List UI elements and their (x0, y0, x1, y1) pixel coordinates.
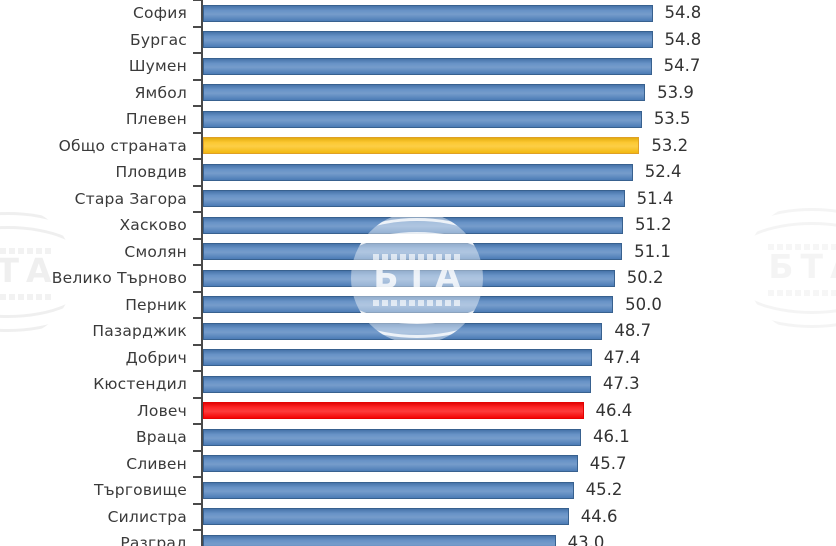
axis-tick (193, 264, 202, 266)
bar (202, 110, 642, 128)
category-label: Хасково (119, 216, 187, 234)
category-label: Шумен (128, 57, 187, 75)
bta-watermark-text: БТА (768, 246, 836, 286)
category-label: Перник (125, 295, 187, 314)
category-label: Ямбол (134, 83, 187, 102)
value-label: 44.6 (580, 506, 618, 526)
category-axis-line (200, 0, 203, 546)
bar (202, 455, 578, 472)
value-label: 45.2 (585, 480, 623, 499)
bar (202, 508, 569, 525)
category-label: Велико Търново (51, 269, 187, 287)
bar (202, 163, 633, 181)
bar (202, 4, 653, 22)
bar (202, 428, 582, 446)
category-label: Добрич (125, 348, 187, 367)
value-label: 52.4 (644, 162, 682, 181)
value-label: 46.4 (595, 400, 633, 420)
axis-tick (193, 211, 202, 213)
axis-tick (193, 78, 202, 81)
value-label: 53.9 (657, 82, 694, 102)
bar-highlighted (202, 137, 640, 154)
category-label: Сливен (126, 454, 187, 473)
bar (202, 216, 623, 234)
axis-tick (193, 0, 202, 1)
value-label: 50.2 (626, 268, 664, 287)
bar (202, 322, 603, 340)
axis-tick (193, 449, 202, 452)
bar (202, 84, 646, 101)
axis-tick (193, 184, 202, 187)
axis-tick (193, 25, 202, 28)
axis-tick (193, 105, 202, 107)
bar (202, 296, 614, 313)
bar (202, 481, 574, 499)
value-label: 45.7 (589, 453, 627, 473)
axis-tick (193, 343, 202, 346)
bar (202, 243, 623, 260)
axis-tick (193, 237, 202, 240)
axis-tick (193, 52, 202, 54)
value-label: 53.2 (651, 135, 689, 155)
axis-tick (193, 131, 202, 134)
category-label: София (133, 4, 187, 22)
category-label: Враца (135, 428, 187, 446)
axis-tick (193, 529, 202, 531)
value-label: 48.7 (614, 321, 652, 340)
bar (202, 375, 591, 393)
axis-tick (193, 158, 202, 160)
category-label: Плевен (125, 110, 187, 128)
value-label: 43.0 (567, 533, 605, 546)
value-label: 54.7 (663, 56, 701, 75)
value-label: 51.2 (634, 215, 672, 234)
category-label: Бургас (129, 30, 187, 49)
bta-globe-icon: БТА (746, 202, 836, 334)
bar (202, 31, 653, 48)
value-label: 51.4 (636, 188, 674, 208)
bar (202, 57, 652, 75)
category-label: Силистра (107, 507, 187, 526)
bta-watermark-right: БТА (746, 202, 836, 334)
bar (202, 269, 615, 287)
category-label: Пазарджик (92, 322, 187, 340)
value-label: 54.8 (664, 29, 702, 49)
value-label: 47.3 (602, 374, 640, 393)
value-label: 46.1 (593, 427, 630, 446)
axis-tick (193, 476, 202, 478)
value-label: 47.4 (603, 347, 641, 367)
axis-tick (193, 290, 202, 293)
axis-tick (193, 502, 202, 505)
category-label: Смолян (124, 242, 187, 261)
bar (202, 534, 556, 546)
bar-highlighted (202, 402, 584, 419)
axis-tick (193, 317, 202, 319)
category-label: Общо страната (58, 136, 187, 155)
category-label: Ловеч (137, 401, 187, 420)
category-label: Кюстендил (93, 375, 187, 393)
axis-tick (193, 423, 202, 425)
axis-tick (193, 396, 202, 399)
value-label: 53.5 (653, 109, 691, 128)
category-label: Стара Загора (74, 189, 187, 208)
category-label: Пловдив (115, 163, 187, 181)
category-label: Разград (120, 534, 187, 546)
value-label: 50.0 (625, 294, 662, 314)
value-label: 54.8 (664, 3, 702, 22)
bar (202, 349, 592, 366)
axis-tick (193, 370, 202, 372)
bar (202, 190, 625, 207)
value-label: 51.1 (634, 241, 671, 261)
category-label: Търговище (93, 481, 187, 499)
